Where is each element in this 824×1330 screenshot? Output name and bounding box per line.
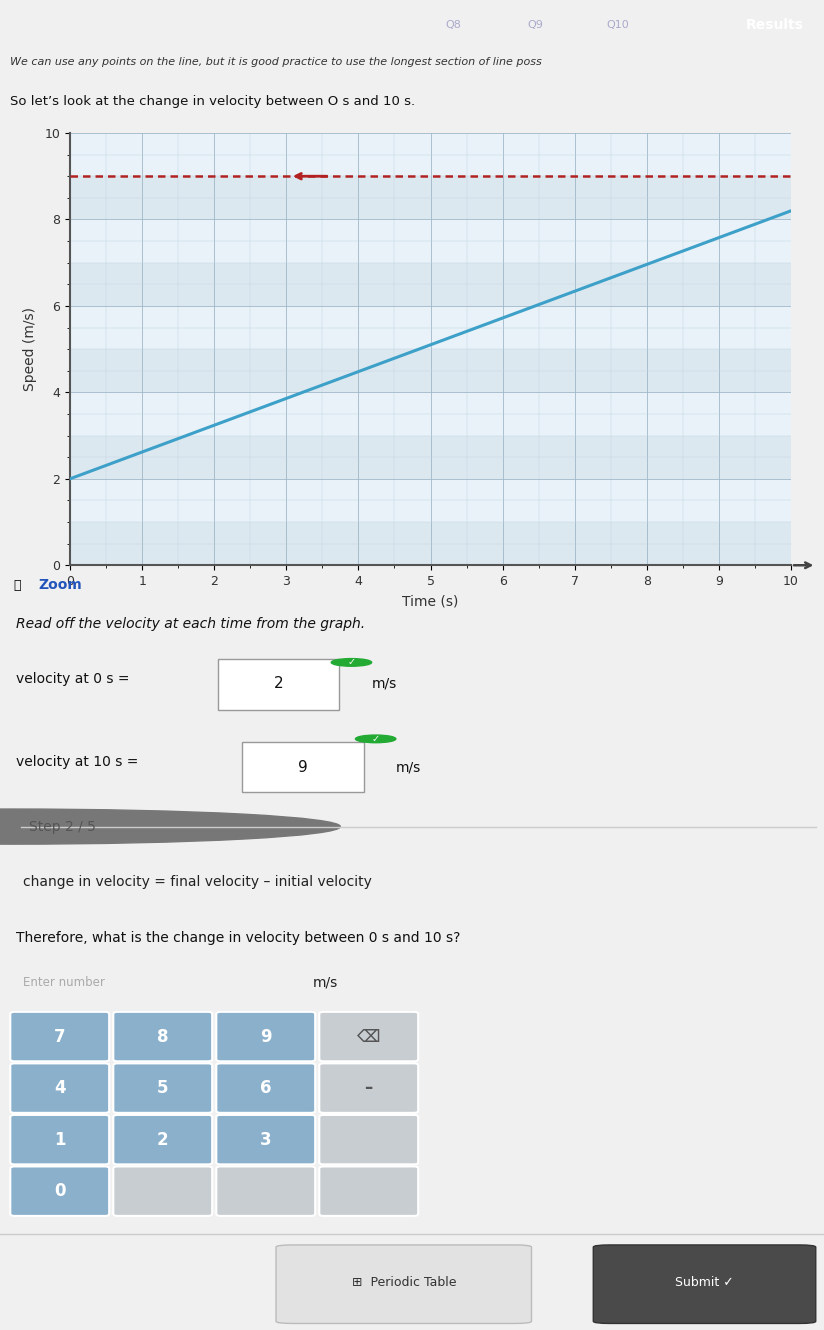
Text: Results: Results: [746, 19, 803, 32]
Text: Q10: Q10: [606, 20, 630, 31]
Text: So let’s look at the change in velocity between O s and 10 s.: So let’s look at the change in velocity …: [10, 94, 415, 108]
FancyBboxPatch shape: [113, 1166, 213, 1216]
Text: ⌫: ⌫: [357, 1028, 381, 1045]
FancyBboxPatch shape: [319, 1115, 418, 1164]
Text: m/s: m/s: [396, 761, 421, 774]
Bar: [70, 177, 791, 219]
Text: ✓: ✓: [372, 734, 380, 743]
Text: 9: 9: [298, 759, 308, 774]
Y-axis label: Speed (m/s): Speed (m/s): [24, 307, 38, 391]
FancyBboxPatch shape: [319, 1012, 418, 1061]
Text: 4: 4: [54, 1079, 66, 1097]
Text: 1: 1: [54, 1130, 65, 1149]
FancyBboxPatch shape: [593, 1245, 816, 1323]
FancyBboxPatch shape: [113, 1115, 213, 1164]
FancyBboxPatch shape: [319, 1064, 418, 1113]
Text: 2: 2: [274, 677, 283, 692]
X-axis label: Time (s): Time (s): [402, 595, 459, 609]
Bar: [70, 479, 791, 523]
Bar: [70, 219, 791, 263]
FancyBboxPatch shape: [10, 1012, 109, 1061]
FancyBboxPatch shape: [10, 1166, 109, 1216]
Text: 🔍: 🔍: [13, 579, 21, 592]
Text: ✓: ✓: [348, 657, 355, 668]
FancyBboxPatch shape: [216, 1115, 315, 1164]
Text: ⊞  Periodic Table: ⊞ Periodic Table: [352, 1275, 456, 1289]
Text: 9: 9: [260, 1028, 272, 1045]
Text: Read off the velocity at each time from the graph.: Read off the velocity at each time from …: [16, 617, 365, 630]
Bar: [70, 263, 791, 306]
Text: Step 2 / 5: Step 2 / 5: [29, 819, 96, 834]
FancyBboxPatch shape: [276, 1245, 531, 1323]
FancyBboxPatch shape: [216, 1012, 315, 1061]
Text: 2: 2: [157, 1130, 169, 1149]
Text: 5: 5: [157, 1079, 168, 1097]
FancyBboxPatch shape: [216, 1166, 315, 1216]
Bar: [70, 350, 791, 392]
FancyBboxPatch shape: [113, 1064, 213, 1113]
Text: Submit ✓: Submit ✓: [675, 1275, 734, 1289]
Bar: [70, 392, 791, 436]
Text: We can use any points on the line, but it is good practice to use the longest se: We can use any points on the line, but i…: [10, 57, 541, 66]
Text: m/s: m/s: [372, 677, 397, 690]
FancyBboxPatch shape: [10, 1115, 109, 1164]
Text: 0: 0: [54, 1182, 65, 1200]
Text: Q8: Q8: [445, 20, 461, 31]
Text: –: –: [364, 1079, 373, 1097]
FancyBboxPatch shape: [319, 1166, 418, 1216]
Text: Therefore, what is the change in velocity between 0 s and 10 s?: Therefore, what is the change in velocit…: [16, 931, 461, 946]
Bar: [70, 523, 791, 565]
Circle shape: [355, 735, 396, 742]
Text: Zoom: Zoom: [38, 579, 82, 592]
Text: velocity at 0 s =: velocity at 0 s =: [16, 672, 130, 686]
Text: velocity at 10 s =: velocity at 10 s =: [16, 755, 138, 769]
FancyBboxPatch shape: [242, 742, 363, 793]
FancyBboxPatch shape: [218, 660, 339, 710]
Circle shape: [331, 658, 372, 666]
Bar: [70, 436, 791, 479]
Text: Q9: Q9: [527, 20, 544, 31]
Text: 6: 6: [260, 1079, 271, 1097]
Text: Enter number: Enter number: [23, 976, 105, 990]
FancyBboxPatch shape: [10, 1064, 109, 1113]
Text: 8: 8: [157, 1028, 168, 1045]
FancyBboxPatch shape: [216, 1064, 315, 1113]
Text: 7: 7: [54, 1028, 66, 1045]
Text: m/s: m/s: [313, 976, 339, 990]
FancyBboxPatch shape: [113, 1012, 213, 1061]
Text: 3: 3: [260, 1130, 272, 1149]
Bar: [70, 133, 791, 177]
Circle shape: [0, 809, 340, 845]
Text: change in velocity = final velocity – initial velocity: change in velocity = final velocity – in…: [23, 875, 372, 890]
Bar: [70, 306, 791, 350]
